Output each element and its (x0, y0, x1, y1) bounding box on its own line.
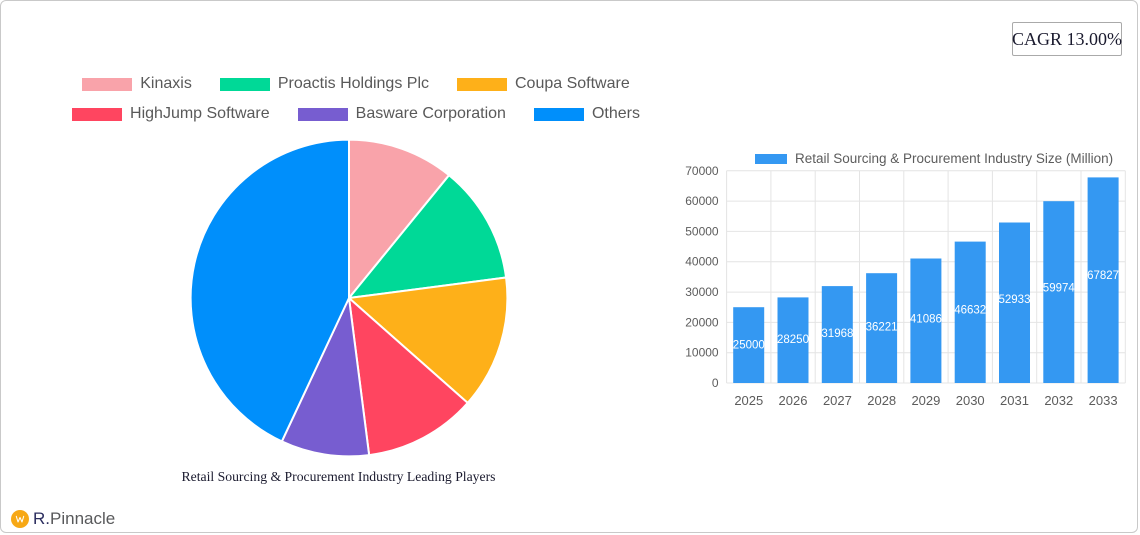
svg-text:28250: 28250 (777, 334, 809, 346)
svg-text:20000: 20000 (685, 315, 719, 329)
svg-text:2027: 2027 (823, 393, 852, 408)
svg-text:60000: 60000 (685, 194, 719, 208)
svg-text:2031: 2031 (1000, 393, 1029, 408)
svg-text:25000: 25000 (733, 340, 765, 352)
svg-text:52933: 52933 (999, 294, 1031, 306)
svg-text:36221: 36221 (866, 321, 898, 333)
svg-text:2025: 2025 (734, 393, 763, 408)
svg-text:2029: 2029 (911, 393, 940, 408)
svg-text:70000: 70000 (685, 164, 719, 178)
svg-text:46632: 46632 (954, 304, 986, 316)
svg-text:40000: 40000 (685, 255, 719, 269)
svg-text:0: 0 (712, 376, 719, 390)
svg-text:59974: 59974 (1043, 283, 1076, 295)
svg-text:2026: 2026 (779, 393, 808, 408)
svg-text:41086: 41086 (910, 313, 942, 325)
svg-text:2033: 2033 (1089, 393, 1118, 408)
svg-text:10000: 10000 (685, 346, 719, 360)
svg-text:31968: 31968 (821, 328, 853, 340)
svg-text:50000: 50000 (685, 224, 719, 238)
svg-text:2028: 2028 (867, 393, 896, 408)
svg-text:67827: 67827 (1087, 270, 1119, 282)
svg-text:30000: 30000 (685, 285, 719, 299)
svg-text:2032: 2032 (1044, 393, 1073, 408)
svg-text:2030: 2030 (956, 393, 985, 408)
